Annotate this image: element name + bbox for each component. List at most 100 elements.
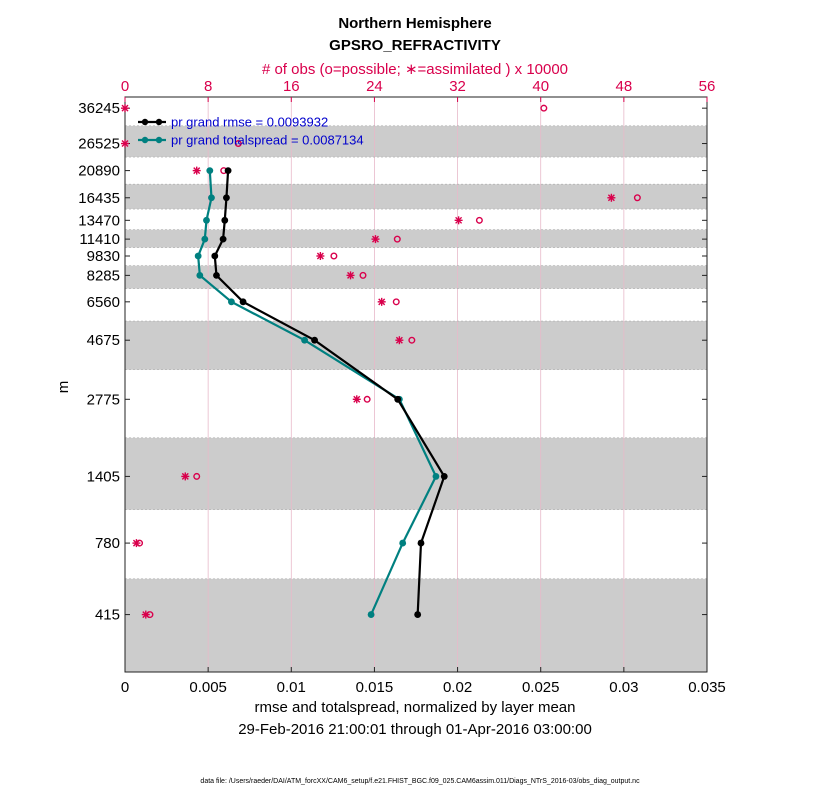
obs-possible-marker xyxy=(363,395,371,403)
x-tick-label: 0 xyxy=(121,679,129,696)
obs-assimilated-marker xyxy=(454,216,463,225)
top-tick-label: 40 xyxy=(532,78,549,95)
obs-possible-marker xyxy=(234,140,242,148)
series-point-totalspread xyxy=(399,539,407,547)
level-band xyxy=(125,321,707,370)
series-point-rmse xyxy=(394,395,402,403)
series-point-totalspread xyxy=(228,298,235,306)
asterisk-stroke xyxy=(316,252,324,260)
y-tick-label: 415 xyxy=(95,607,120,624)
top-axis-ticks: 0 8 16 24 32 40 48 56 xyxy=(121,78,715,102)
top-tick-label: 32 xyxy=(449,78,466,95)
series-point-rmse xyxy=(440,473,448,480)
chart-title: Northern Hemisphere xyxy=(338,15,491,32)
y-tick-label: 13470 xyxy=(78,212,120,229)
series-point-rmse xyxy=(417,539,425,547)
series-point-totalspread xyxy=(203,216,210,224)
chart-subtitle: GPSRO_REFRACTIVITY xyxy=(329,37,501,54)
series-point-rmse xyxy=(221,216,229,224)
level-band xyxy=(125,437,707,510)
data-file-footer: data file: /Users/raeder/DAI/ATM_forcXX/… xyxy=(200,778,640,785)
asterisk-stroke xyxy=(181,472,189,480)
y-tick-label: 4675 xyxy=(87,332,120,349)
series-lines xyxy=(194,167,448,618)
obs-assimilated-marker xyxy=(395,336,404,345)
asterisk-stroke xyxy=(378,298,386,306)
legend-marker-rmse xyxy=(155,118,163,126)
obs-possible-marker xyxy=(392,298,400,306)
series-point-totalspread xyxy=(206,167,214,174)
top-tick-label: 8 xyxy=(204,78,212,95)
series-line-totalspread xyxy=(197,170,438,616)
obs-assimilated-marker xyxy=(316,252,325,261)
series-point-rmse xyxy=(213,271,220,279)
obs-assimilated-marker xyxy=(121,104,129,113)
level-bands xyxy=(125,125,707,672)
obs-assimilated-marker xyxy=(192,166,201,175)
obs-markers xyxy=(121,104,641,619)
y-tick-label: 16435 xyxy=(78,190,120,207)
x-axis-label: rmse and totalspread, normalized by laye… xyxy=(255,699,576,716)
level-band xyxy=(125,578,707,672)
top-tick-label: 0 xyxy=(121,78,129,95)
obs-possible-marker xyxy=(540,104,548,112)
y-tick-label: 780 xyxy=(95,535,120,552)
obs-assimilated-marker xyxy=(352,395,361,404)
obs-possible-marker xyxy=(633,194,641,202)
series-point-totalspread xyxy=(196,271,204,279)
obs-possible-marker xyxy=(330,252,338,260)
x-tick-label: 0.01 xyxy=(277,679,306,696)
asterisk-stroke xyxy=(455,216,463,224)
obs-possible-marker xyxy=(359,271,367,279)
plot-frame xyxy=(124,96,708,673)
series-point-rmse xyxy=(223,194,230,202)
obs-assimilated-marker xyxy=(377,297,386,306)
obs-assimilated-marker xyxy=(141,610,150,619)
obs-assimilated-marker xyxy=(181,472,190,481)
series-point-totalspread xyxy=(201,235,209,243)
obs-assimilated-marker xyxy=(121,139,129,148)
asterisk-stroke xyxy=(353,395,361,403)
series-line-rmse xyxy=(213,170,446,615)
series-point-rmse xyxy=(414,611,422,618)
y-tick-label: 6560 xyxy=(87,294,120,311)
date-range: 29-Feb-2016 21:00:01 through 01-Apr-2016… xyxy=(238,721,592,738)
top-tick-label: 24 xyxy=(366,78,383,95)
y-tick-label: 1405 xyxy=(87,468,120,485)
legend-label-rmse: pr grand rmse = 0.0093932 xyxy=(171,115,328,130)
y-tick-label: 20890 xyxy=(78,163,120,180)
series-point-totalspread xyxy=(367,611,375,618)
obs-possible-marker xyxy=(408,336,416,344)
series-point-totalspread xyxy=(208,194,215,202)
legend: pr grand rmse = 0.0093932 pr grand totals… xyxy=(138,115,364,148)
level-band xyxy=(125,125,707,158)
y-tick-label: 9830 xyxy=(87,248,120,265)
asterisk-stroke xyxy=(132,539,140,547)
asterisk-stroke xyxy=(142,611,150,619)
legend-label-totalspread: pr grand totalspread = 0.0087134 xyxy=(171,133,364,148)
top-axis-label: # of obs (o=possible; ∗=assimilated ) x … xyxy=(262,61,568,78)
bottom-axis-ticks: 0 0.005 0.01 0.015 0.02 0.025 0.03 0.035 xyxy=(121,667,726,696)
asterisk-stroke xyxy=(193,167,201,175)
plot-border xyxy=(124,96,708,673)
obs-possible-marker xyxy=(193,472,201,480)
series-point-rmse xyxy=(224,167,232,174)
y-tick-label: 36245 xyxy=(78,100,120,117)
obs-assimilated-marker xyxy=(346,271,355,280)
asterisk-stroke xyxy=(347,271,355,279)
legend-marker-totalspread xyxy=(155,136,163,144)
asterisk-stroke xyxy=(607,194,615,202)
asterisk-stroke xyxy=(395,336,403,344)
level-band xyxy=(125,265,707,289)
top-tick-label: 48 xyxy=(616,78,633,95)
y-tick-label: 11410 xyxy=(79,231,120,248)
series-point-rmse xyxy=(219,235,227,243)
level-band xyxy=(125,229,707,248)
legend-marker-rmse xyxy=(141,118,149,126)
obs-possible-marker xyxy=(393,235,401,243)
obs-assimilated-marker xyxy=(132,539,141,548)
asterisk-stroke xyxy=(121,104,129,112)
y-tick-label: 8285 xyxy=(87,267,120,284)
